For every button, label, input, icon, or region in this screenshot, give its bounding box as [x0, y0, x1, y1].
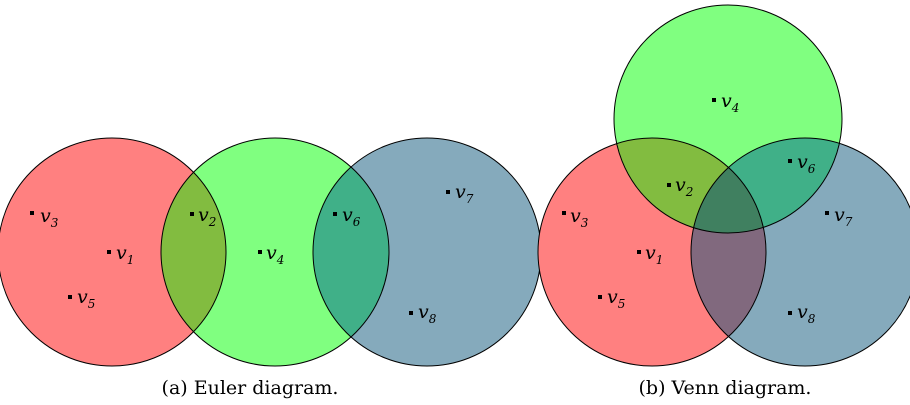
venn-regions	[538, 5, 910, 366]
svg-text:v6: v6	[797, 151, 816, 176]
euler-diagram: v3 v1 v5 v2 v4 v6 v7 v8 (a) E	[0, 137, 542, 399]
svg-text:v1: v1	[645, 242, 663, 267]
svg-text:v2: v2	[675, 174, 693, 199]
svg-text:v4: v4	[266, 242, 284, 267]
venn-outlines	[537, 4, 910, 367]
euler-vertex-v5: v5	[68, 286, 95, 311]
venn-vertex-v4: v4	[712, 90, 739, 115]
svg-text:v3: v3	[40, 205, 59, 230]
venn-overlap-red-green	[614, 138, 766, 233]
svg-text:v7: v7	[834, 204, 853, 229]
svg-text:v7: v7	[455, 181, 474, 206]
euler-caption: (a) Euler diagram.	[162, 377, 339, 399]
venn-diagram: v4 v2 v6 v3 v7 v1 v5 v8 (b) V	[537, 4, 910, 399]
svg-text:v6: v6	[342, 204, 361, 229]
svg-text:v5: v5	[607, 286, 625, 311]
svg-text:v1: v1	[116, 242, 134, 267]
euler-regions	[0, 138, 541, 366]
svg-text:v3: v3	[570, 205, 589, 230]
venn-vertex-v7: v7	[825, 204, 853, 229]
venn-vertex-v5: v5	[598, 286, 625, 311]
venn-vertex-v1: v1	[637, 242, 663, 267]
venn-caption: (b) Venn diagram.	[639, 377, 812, 399]
euler-vertex-v6: v6	[333, 204, 361, 229]
euler-vertex-v4: v4	[258, 242, 284, 267]
euler-vertex-v7: v7	[446, 181, 474, 206]
venn-overlap-green-blue	[691, 138, 842, 233]
euler-vertex-v2: v2	[190, 204, 216, 229]
euler-overlap-green-blue	[313, 138, 389, 366]
venn-vertex-v6: v6	[788, 151, 816, 176]
euler-vertex-v1: v1	[107, 242, 134, 267]
euler-vertex-v3: v3	[30, 205, 59, 230]
venn-vertex-v8: v8	[788, 301, 816, 326]
svg-text:v5: v5	[77, 286, 95, 311]
svg-text:v4: v4	[721, 90, 739, 115]
euler-vertex-v8: v8	[409, 301, 437, 326]
venn-overlap-all	[691, 138, 766, 233]
venn-vertex-v2: v2	[667, 174, 693, 199]
venn-vertex-v3: v3	[562, 205, 589, 230]
svg-text:v2: v2	[198, 204, 216, 229]
euler-set-red	[0, 138, 226, 366]
svg-text:v8: v8	[418, 301, 437, 326]
svg-text:v8: v8	[797, 301, 816, 326]
